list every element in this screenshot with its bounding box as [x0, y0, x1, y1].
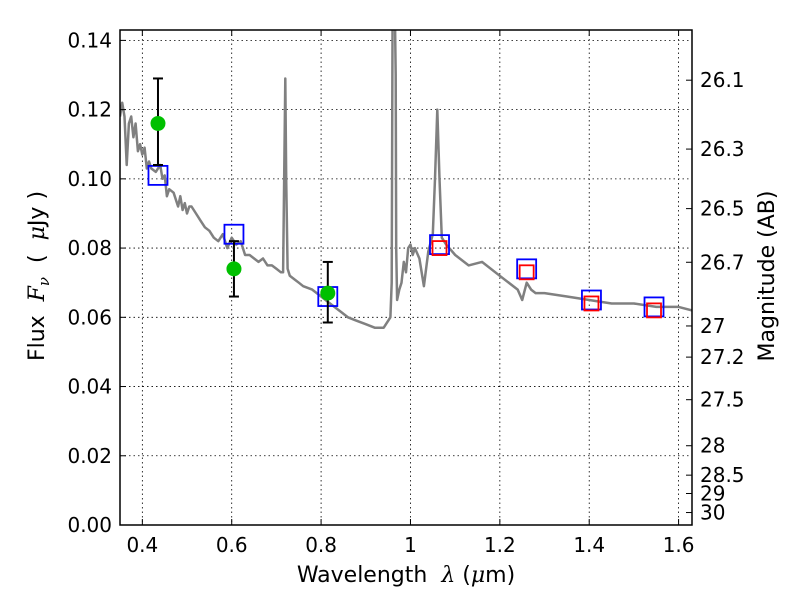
- y2-tick-label: 28.5: [700, 463, 745, 487]
- model-bandpass-red-marker: [431, 240, 448, 256]
- y2-tick-label: 27: [700, 314, 725, 338]
- y2-tick-label: 27.2: [700, 345, 745, 369]
- x-tick-label: 1.4: [573, 533, 605, 557]
- x-tick-label: 1.2: [484, 533, 516, 557]
- y2-tick-label: 26.7: [700, 250, 745, 274]
- observed-point: [226, 261, 242, 277]
- y2-tick-label: 26.1: [700, 68, 745, 92]
- observed-point: [150, 115, 166, 131]
- y2-axis-label: Magnitude (AB): [755, 191, 780, 362]
- y-tick-label: 0.02: [67, 444, 112, 468]
- model-bandpass-red-marker: [583, 295, 600, 312]
- y2-tick-label: 29: [700, 482, 725, 506]
- series-group: [120, 30, 692, 329]
- y-tick-label: 0.08: [67, 236, 112, 260]
- model-sed-line: [120, 30, 692, 329]
- x-tick-label: 0.6: [216, 533, 248, 557]
- y2-tick-label: 26.3: [700, 137, 745, 161]
- y-axis-label: Flux Fν ( μJy ): [25, 191, 53, 361]
- y2-tick-label: 26.5: [700, 197, 745, 221]
- model-bandpass-blue-marker: [581, 289, 602, 311]
- model-bandpass-blue-marker: [516, 258, 538, 280]
- x-tick-label: 0.4: [126, 533, 158, 557]
- y-tick-label: 0.04: [67, 375, 112, 399]
- y2-tick-label: 27.5: [700, 388, 745, 412]
- points-group: [147, 77, 665, 324]
- y-tick-label: 0.14: [67, 28, 112, 52]
- y-tick-label: 0.12: [67, 98, 112, 122]
- model-bandpass-blue-marker: [429, 234, 450, 256]
- ticks-group: 0.4 0.6 0.8 1 1.2 1.4 1.6 0.00 0.02 0.04 0.06 0.08 0…: [67, 28, 744, 557]
- y2-tick-label: 28: [700, 434, 725, 458]
- x-axis-label: Wavelength λ (μm): [297, 563, 515, 588]
- x-tick-label: 1: [404, 533, 417, 557]
- y2-tick-label: 30: [700, 501, 725, 525]
- y-tick-label: 0.10: [67, 167, 112, 191]
- y-tick-label: 0.00: [67, 513, 112, 537]
- x-tick-label: 1.6: [663, 533, 695, 557]
- x-tick-label: 0.8: [305, 533, 337, 557]
- grid: [120, 30, 692, 525]
- plot-frame: [119, 29, 693, 526]
- y-tick-label: 0.06: [67, 305, 112, 329]
- model-bandpass-red-marker: [518, 264, 535, 281]
- observed-point: [320, 285, 336, 301]
- model-bandpass-blue-marker: [643, 296, 665, 318]
- model-bandpass-red-marker: [646, 302, 662, 319]
